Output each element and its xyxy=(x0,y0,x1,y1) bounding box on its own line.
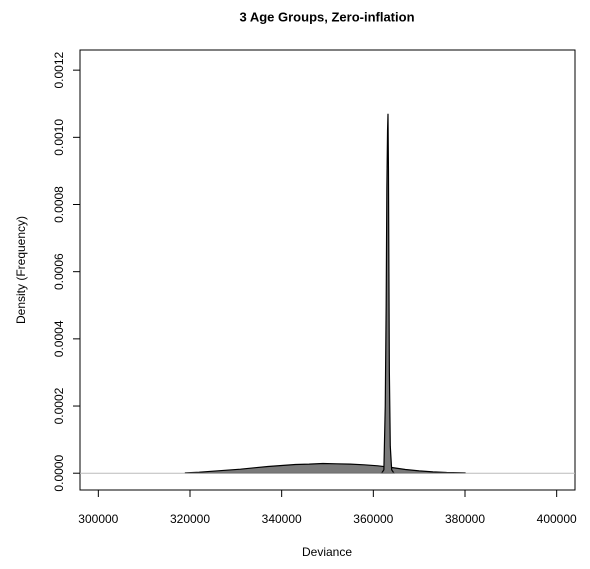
x-tick-label: 340000 xyxy=(262,512,302,526)
density-area xyxy=(380,113,396,474)
y-tick-label: 0.0008 xyxy=(52,186,66,223)
y-tick-label: 0.0002 xyxy=(52,387,66,424)
x-tick-label: 320000 xyxy=(170,512,210,526)
x-tick-label: 400000 xyxy=(537,512,577,526)
x-tick-label: 360000 xyxy=(353,512,393,526)
y-tick-label: 0.0000 xyxy=(52,455,66,492)
y-tick-label: 0.0004 xyxy=(52,320,66,357)
x-axis-label: Deviance xyxy=(302,545,352,559)
y-tick-label: 0.0006 xyxy=(52,253,66,290)
plot-frame xyxy=(79,49,576,491)
x-tick-label: 380000 xyxy=(445,512,485,526)
density-area xyxy=(184,462,466,474)
chart-title: 3 Age Groups, Zero-inflation xyxy=(239,9,414,24)
y-tick-label: 0.0010 xyxy=(52,119,66,156)
y-axis-label: Density (Frequency) xyxy=(14,216,28,324)
y-tick-label: 0.0012 xyxy=(52,51,66,88)
x-tick-label: 300000 xyxy=(78,512,118,526)
